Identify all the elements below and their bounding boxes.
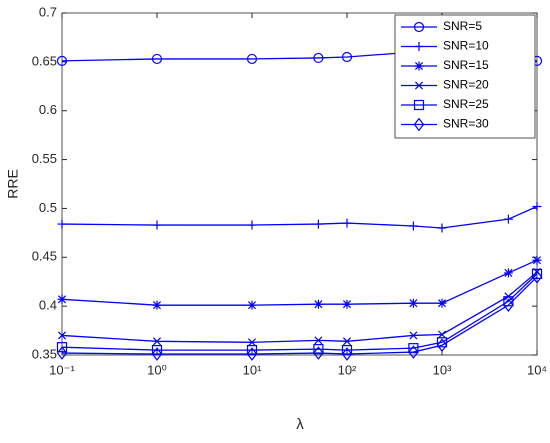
y-tick-label: 0.5 <box>39 200 57 215</box>
marker <box>152 220 162 230</box>
marker <box>531 268 543 279</box>
x-tick-label: 10¹ <box>243 362 262 377</box>
marker <box>152 300 162 310</box>
marker <box>313 299 323 309</box>
marker <box>503 214 513 224</box>
marker <box>56 342 68 353</box>
marker <box>151 347 163 361</box>
marker <box>152 337 162 346</box>
marker <box>409 331 418 340</box>
y-tick-label: 0.65 <box>32 53 57 68</box>
marker <box>414 42 424 51</box>
marker <box>413 117 425 132</box>
x-tick-label: 10⁴ <box>527 362 547 377</box>
marker <box>247 220 257 230</box>
marker <box>413 99 425 111</box>
x-tick-label: 10² <box>338 362 357 377</box>
y-tick-label: 0.6 <box>39 102 57 117</box>
marker <box>414 81 424 90</box>
marker <box>342 299 352 309</box>
y-tick-label: 0.7 <box>39 4 57 19</box>
marker <box>342 337 352 346</box>
legend-label: SNR=25 <box>443 97 489 111</box>
marker <box>247 338 257 347</box>
marker <box>503 268 513 278</box>
legend-box <box>394 14 536 139</box>
marker <box>532 255 542 265</box>
marker <box>436 338 448 353</box>
marker <box>408 221 418 231</box>
x-tick-label: 10³ <box>433 362 452 377</box>
marker <box>408 345 419 359</box>
legend: SNR=5 SNR=10 SNR=15 SNR=20 SNR=25 SNR=30 <box>394 14 536 139</box>
marker <box>246 53 258 65</box>
legend-label: SNR=30 <box>443 117 489 131</box>
marker <box>437 330 447 339</box>
legend-label: SNR=10 <box>443 39 489 53</box>
marker <box>342 218 352 228</box>
y-tick-label: 0.35 <box>32 346 57 361</box>
marker <box>341 51 353 63</box>
marker <box>313 219 323 229</box>
marker <box>246 347 258 361</box>
x-axis-label: λ <box>296 416 304 433</box>
series-line <box>61 273 538 351</box>
y-tick-label: 0.55 <box>32 151 57 166</box>
marker <box>57 331 67 340</box>
marker <box>247 300 257 310</box>
marker <box>437 223 447 233</box>
marker <box>313 346 324 360</box>
marker <box>414 61 424 71</box>
x-tick-label: 10⁰ <box>147 362 167 377</box>
y-axis-label: RRE <box>5 169 21 199</box>
marker <box>341 347 353 361</box>
series-line <box>61 276 538 355</box>
y-tick-label: 0.45 <box>32 249 57 264</box>
marker <box>314 336 323 345</box>
marker <box>503 298 514 313</box>
marker <box>56 55 68 66</box>
marker <box>57 294 67 304</box>
legend-label: SNR=20 <box>443 78 489 92</box>
marker <box>408 298 418 308</box>
marker <box>57 219 67 229</box>
marker <box>56 346 68 360</box>
marker <box>151 53 163 65</box>
legend-label: SNR=5 <box>443 19 482 33</box>
marker <box>532 201 542 211</box>
marker <box>437 298 447 308</box>
marker <box>313 52 324 64</box>
y-tick-label: 0.4 <box>39 298 57 313</box>
marker <box>531 269 543 284</box>
marker <box>413 21 425 33</box>
x-tick-label: 10⁻¹ <box>49 362 75 377</box>
legend-label: SNR=15 <box>443 58 489 72</box>
